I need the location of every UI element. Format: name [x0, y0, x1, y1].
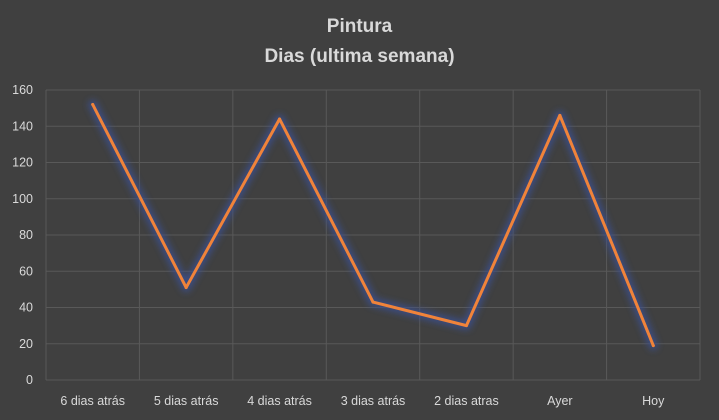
y-tick-label: 120 — [12, 156, 33, 170]
x-tick-label: 3 dias atrás — [341, 394, 406, 408]
data-point — [371, 300, 375, 304]
y-tick-label: 140 — [12, 119, 33, 133]
data-point — [464, 324, 468, 328]
y-tick-label: 20 — [19, 337, 33, 351]
data-point — [184, 286, 188, 290]
data-point — [651, 344, 655, 348]
y-tick-label: 80 — [19, 228, 33, 242]
x-tick-label: 6 dias atrás — [60, 394, 125, 408]
data-point — [91, 103, 95, 106]
x-tick-label: Ayer — [547, 394, 572, 408]
data-point — [558, 113, 562, 117]
x-tick-label: 2 dias atras — [434, 394, 499, 408]
x-tick-label: Hoy — [642, 394, 665, 408]
y-tick-label: 40 — [19, 301, 33, 315]
y-tick-label: 100 — [12, 192, 33, 206]
series-line — [91, 103, 655, 348]
x-tick-label: 4 dias atrás — [247, 394, 312, 408]
y-tick-label: 0 — [26, 373, 33, 387]
data-point — [278, 117, 282, 121]
y-tick-label: 160 — [12, 83, 33, 97]
chart-subtitle: Dias (ultima semana) — [264, 46, 455, 67]
y-tick-label: 60 — [19, 264, 33, 278]
x-tick-label: 5 dias atrás — [154, 394, 219, 408]
chart-title: Pintura — [326, 16, 393, 37]
